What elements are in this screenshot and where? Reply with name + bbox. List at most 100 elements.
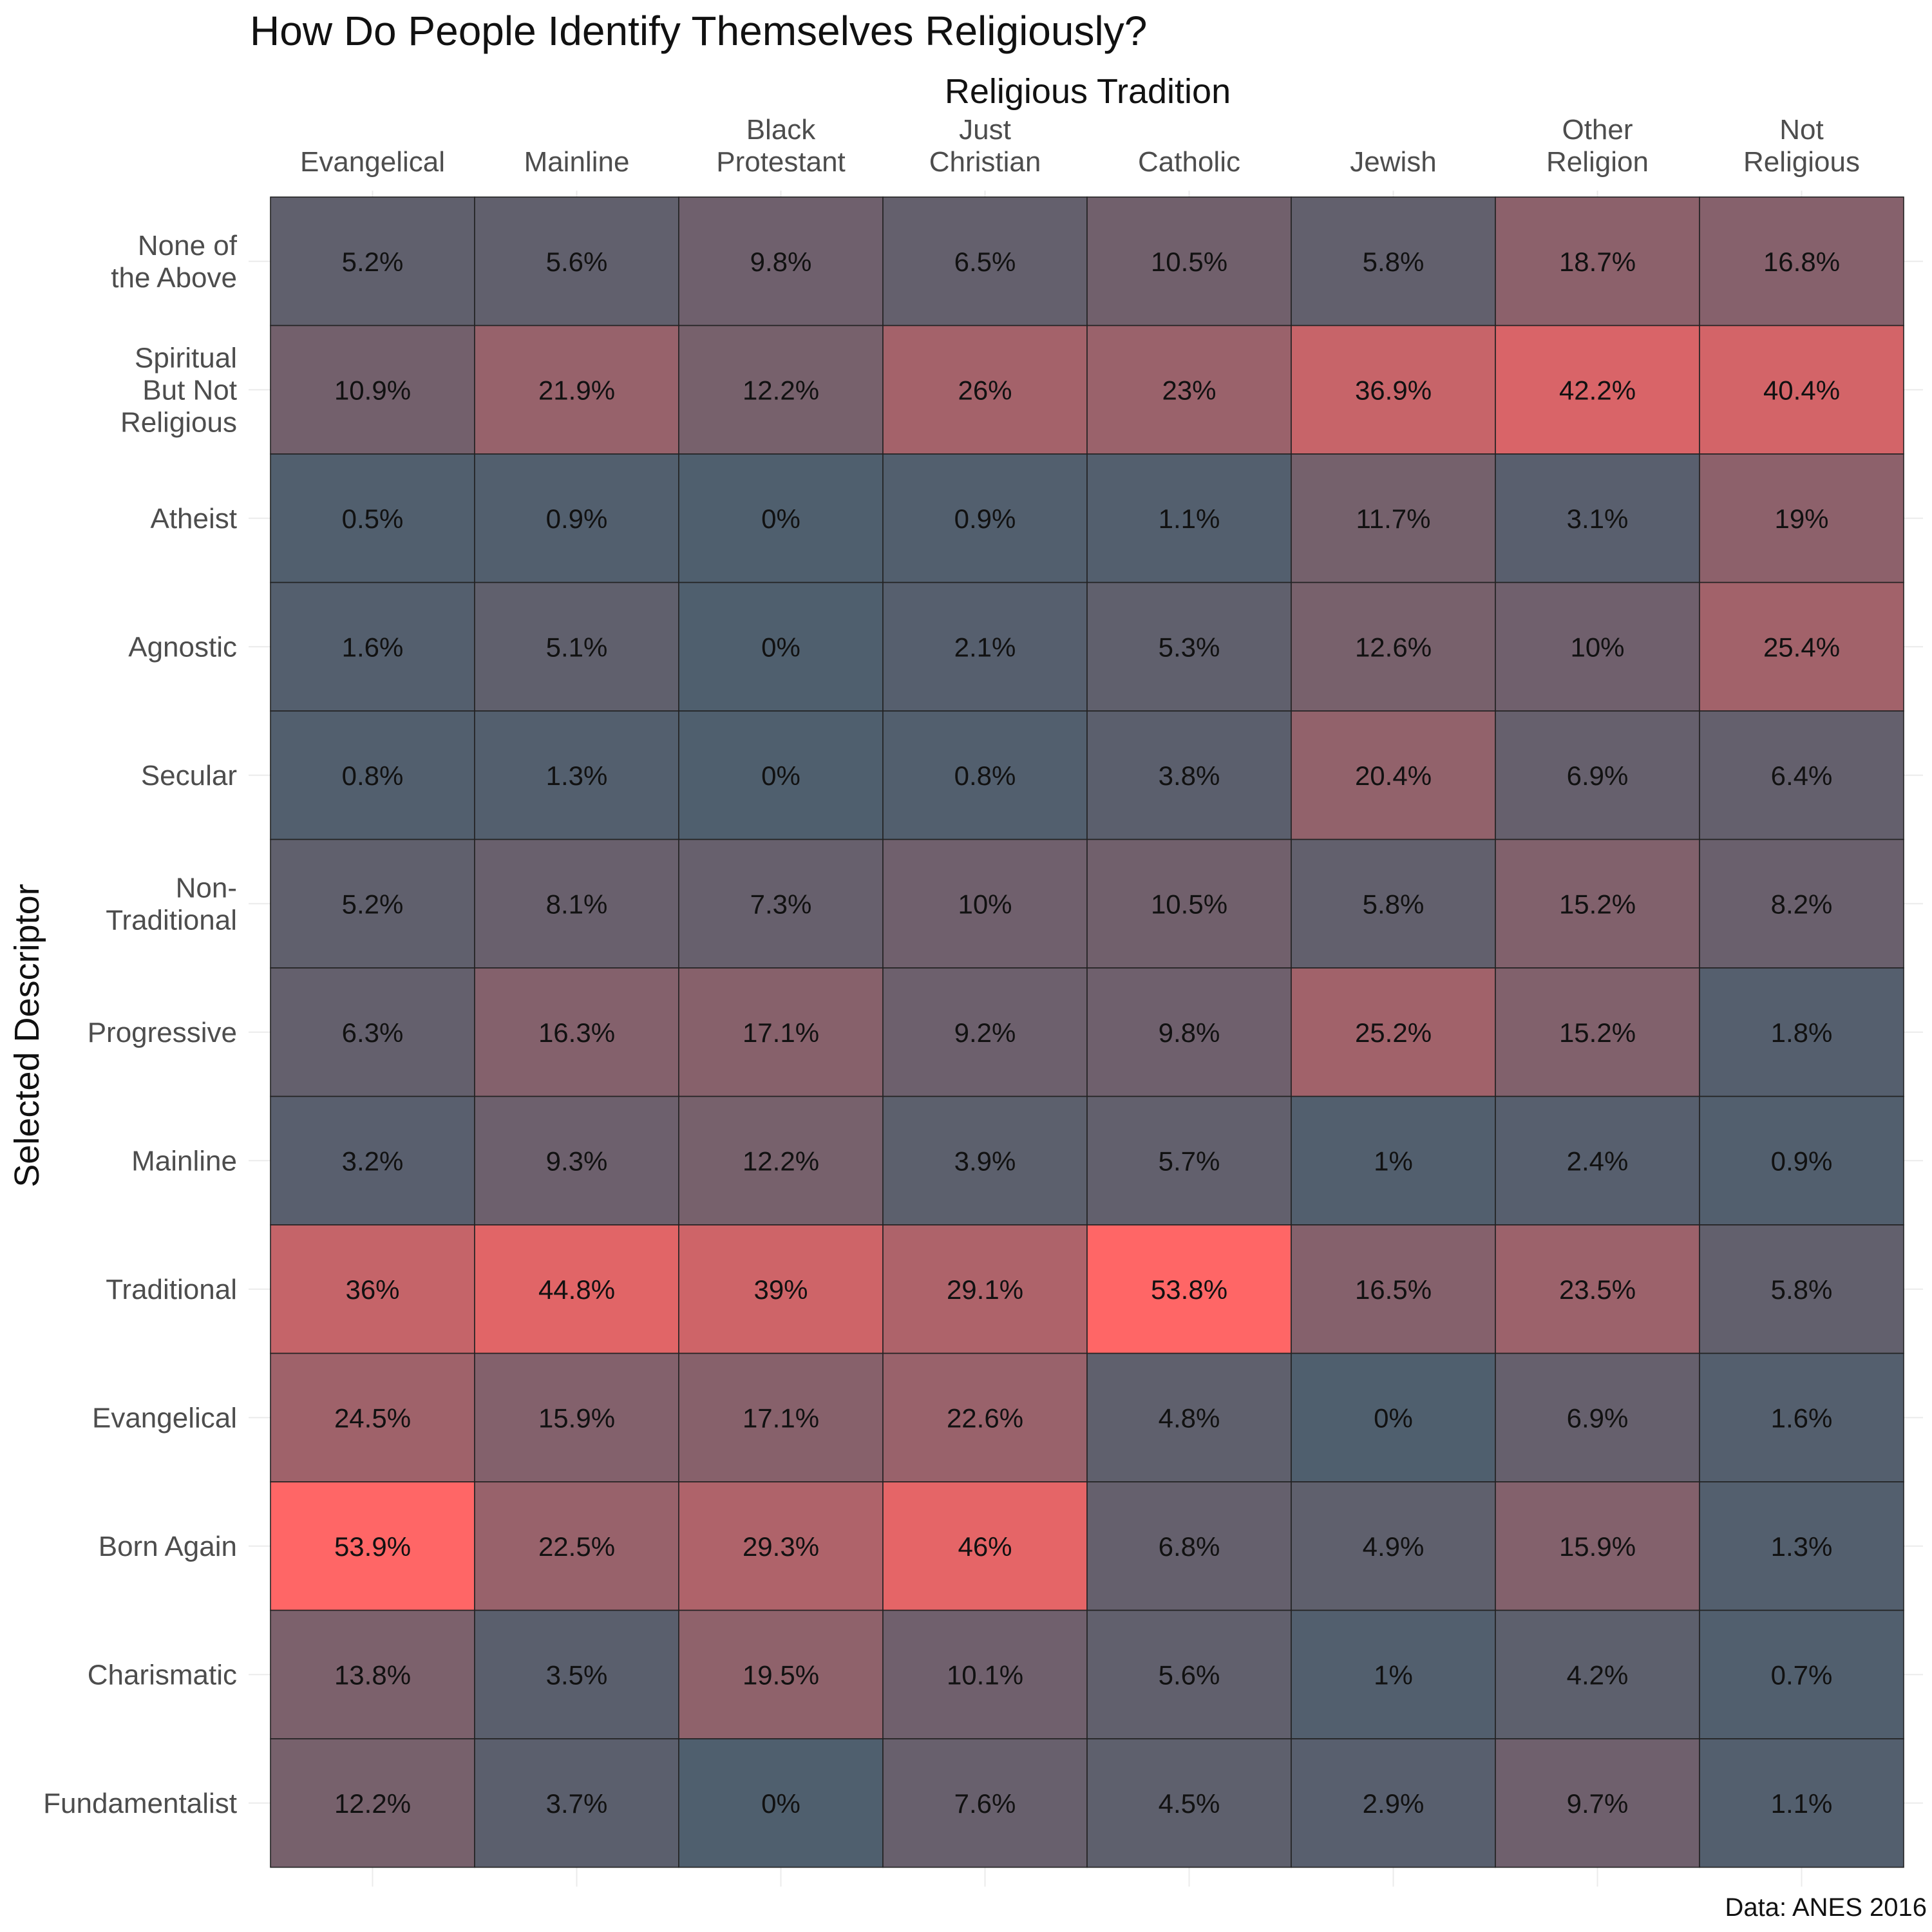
heatmap-cell xyxy=(1291,1224,1496,1354)
heatmap-cell xyxy=(882,1224,1088,1354)
heatmap-cell xyxy=(882,1738,1088,1868)
cell-value-label: 5.3% xyxy=(1159,632,1220,662)
heatmap-cell xyxy=(270,1095,475,1226)
heatmap-cell xyxy=(1495,1738,1700,1868)
cell-value-label: 4.9% xyxy=(1363,1531,1425,1562)
cell-value-label: 10.5% xyxy=(1151,889,1227,919)
heatmap-cell xyxy=(1291,453,1496,583)
cell-value-label: 7.6% xyxy=(954,1788,1016,1819)
cell-value-label: 6.9% xyxy=(1567,761,1629,791)
cell-value-label: 6.4% xyxy=(1771,761,1833,791)
heatmap-cell xyxy=(474,453,679,583)
heatmap-cell xyxy=(474,1481,679,1611)
cell-value-label: 1% xyxy=(1374,1146,1413,1176)
column-label: Mainline xyxy=(524,146,630,178)
cell-value-label: 22.6% xyxy=(947,1403,1023,1433)
x-axis-title: Religious Tradition xyxy=(945,72,1231,111)
cell-value-label: 9.8% xyxy=(1159,1018,1220,1048)
cell-value-label: 9.3% xyxy=(546,1146,608,1176)
cell-value-label: 1.1% xyxy=(1771,1788,1833,1819)
cell-value-label: 53.9% xyxy=(334,1531,411,1562)
heatmap-cell xyxy=(1495,1481,1700,1611)
cell-value-label: 16.5% xyxy=(1355,1274,1432,1305)
heatmap-cell xyxy=(1086,1095,1292,1226)
column-label: Jewish xyxy=(1350,146,1437,178)
cell-value-label: 0.9% xyxy=(546,504,608,534)
heatmap-cell xyxy=(678,325,884,455)
column-label: Other Religion xyxy=(1546,114,1649,178)
cell-value-label: 53.8% xyxy=(1151,1274,1227,1305)
cell-value-label: 1.6% xyxy=(342,632,404,662)
heatmap-cell xyxy=(1699,1224,1904,1354)
y-axis-title: Selected Descriptor xyxy=(8,884,46,1187)
cell-value-label: 0.5% xyxy=(342,504,404,534)
heatmap-cell xyxy=(474,1738,679,1868)
cell-value-label: 12.2% xyxy=(743,1146,819,1176)
heatmap-cell xyxy=(1699,582,1904,712)
heatmap-cell xyxy=(882,967,1088,1097)
cell-value-label: 15.2% xyxy=(1559,889,1636,919)
row-label: None of the Above xyxy=(111,230,238,294)
cells-layer: 5.2% 5.6% 9.8% 6.5% 10.5% 5.8% 18.7% 16.8% 10.9%… xyxy=(270,196,1904,1868)
cell-value-label: 10.9% xyxy=(334,375,411,405)
heatmap-cell xyxy=(1699,1481,1904,1611)
cell-value-label: 12.6% xyxy=(1355,632,1432,662)
heatmap-cell xyxy=(1699,838,1904,969)
heatmap-cell xyxy=(1291,1095,1496,1226)
heatmap-cell xyxy=(1291,1352,1496,1482)
row-label: Progressive xyxy=(88,1017,237,1048)
row-labels: None of the Above Spiritual But Not Religiou… xyxy=(43,230,238,1819)
cell-value-label: 24.5% xyxy=(334,1403,411,1433)
heatmap-cell xyxy=(270,325,475,455)
row-label: Evangelical xyxy=(92,1402,237,1434)
heatmap-cell xyxy=(678,967,884,1097)
heatmap-cell xyxy=(474,1352,679,1482)
heatmap-cell xyxy=(474,1609,679,1739)
row-label: Atheist xyxy=(150,503,237,535)
cell-value-label: 5.7% xyxy=(1159,1146,1220,1176)
cell-value-label: 10% xyxy=(958,889,1012,919)
cell-value-label: 29.1% xyxy=(947,1274,1023,1305)
cell-value-label: 5.8% xyxy=(1771,1274,1833,1305)
heatmap-cell xyxy=(1291,1481,1496,1611)
cell-value-label: 20.4% xyxy=(1355,761,1432,791)
heatmap-cell xyxy=(474,838,679,969)
cell-value-label: 1.6% xyxy=(1771,1403,1833,1433)
row-label: Agnostic xyxy=(128,631,237,663)
heatmap-cell xyxy=(678,196,884,327)
cell-value-label: 9.7% xyxy=(1567,1788,1629,1819)
caption: Data: ANES 2016 xyxy=(1725,1893,1927,1922)
heatmap-cell xyxy=(1291,582,1496,712)
cell-value-label: 36.9% xyxy=(1355,375,1432,405)
cell-value-label: 18.7% xyxy=(1559,247,1636,277)
heatmap-cell xyxy=(1086,1352,1292,1482)
heatmap-cell xyxy=(1086,453,1292,583)
cell-value-label: 4.5% xyxy=(1159,1788,1220,1819)
heatmap-cell xyxy=(1699,453,1904,583)
heatmap-cell xyxy=(1699,710,1904,840)
heatmap-cell xyxy=(678,710,884,840)
cell-value-label: 0.8% xyxy=(954,761,1016,791)
heatmap-cell xyxy=(1086,838,1292,969)
heatmap-cell xyxy=(1291,325,1496,455)
heatmap-cell xyxy=(678,1095,884,1226)
cell-value-label: 46% xyxy=(958,1531,1012,1562)
heatmap-cell xyxy=(1086,710,1292,840)
cell-value-label: 5.1% xyxy=(546,632,608,662)
heatmap-cell xyxy=(270,1352,475,1482)
cell-value-label: 0% xyxy=(761,761,800,791)
cell-value-label: 6.8% xyxy=(1159,1531,1220,1562)
cell-value-label: 12.2% xyxy=(334,1788,411,1819)
cell-value-label: 0% xyxy=(761,1788,800,1819)
cell-value-label: 23% xyxy=(1162,375,1216,405)
column-label: Not Religious xyxy=(1743,114,1860,178)
heatmap-cell xyxy=(1495,710,1700,840)
heatmap-cell xyxy=(678,838,884,969)
cell-value-label: 19.5% xyxy=(743,1660,819,1690)
cell-value-label: 25.2% xyxy=(1355,1018,1432,1048)
row-label: Mainline xyxy=(131,1145,237,1177)
heatmap-cell xyxy=(882,710,1088,840)
row-label: Traditional xyxy=(106,1274,237,1305)
heatmap-cell xyxy=(1495,325,1700,455)
